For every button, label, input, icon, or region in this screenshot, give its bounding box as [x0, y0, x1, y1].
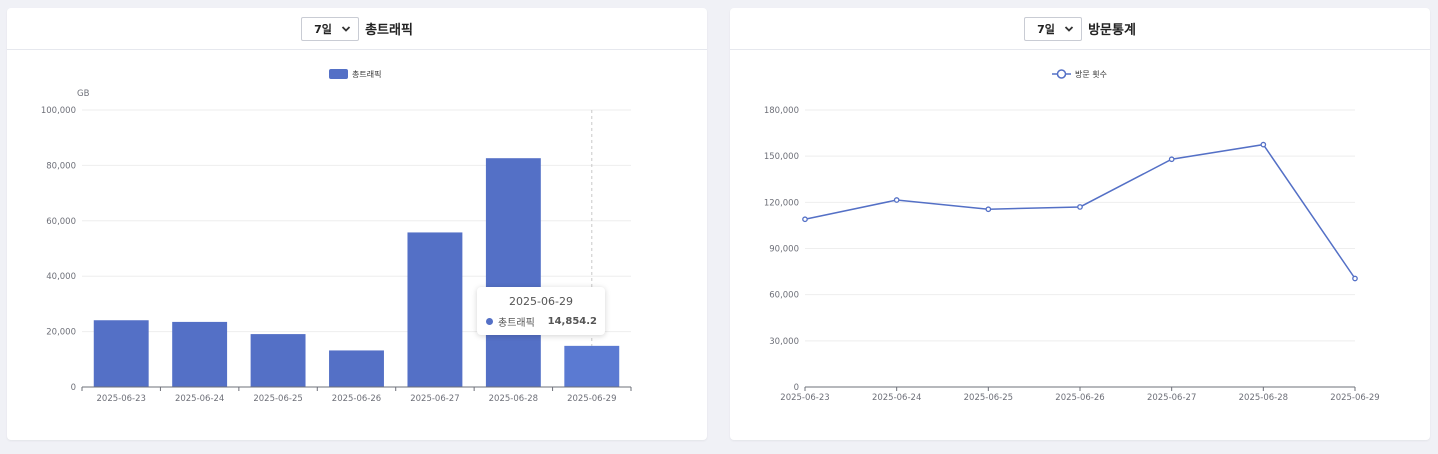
visits-line-chart: 방문 횟수 0 30,000 60,000 90,000 120,000 150,000 18…: [764, 69, 1380, 403]
y-tick-label: 0: [794, 383, 799, 393]
x-tick-label: 2025-06-29: [567, 394, 616, 404]
data-point: [1077, 204, 1083, 210]
x-tick-label: 2025-06-23: [97, 394, 146, 404]
y-tick-label: 20,000: [46, 328, 76, 338]
chevron-down-icon: [341, 25, 351, 32]
y-tick-label: 100,000: [41, 106, 76, 116]
legend-swatch: [329, 69, 348, 79]
bar: [485, 158, 541, 387]
x-tick-label: 2025-06-27: [1147, 393, 1196, 403]
visits-panel-title: 방문통계: [1088, 23, 1136, 38]
bar: [172, 321, 228, 387]
tooltip-series-marker: [486, 317, 493, 325]
y-tick-label: 90,000: [769, 245, 799, 255]
bar: [250, 334, 306, 387]
legend-marker: [1056, 69, 1067, 79]
x-tick-label: 2025-06-27: [410, 394, 459, 404]
x-tick-label: 2025-06-24: [872, 393, 921, 403]
chart-tooltip: 2025-06-29 총트래픽 14,854.2: [477, 287, 605, 335]
chevron-down-icon: [1064, 25, 1074, 32]
y-tick-label: 120,000: [764, 198, 799, 208]
x-tick-label: 2025-06-23: [780, 393, 829, 403]
y-tick-label: 30,000: [769, 337, 799, 347]
x-tick-label: 2025-06-29: [1330, 393, 1379, 403]
y-tick-label: 40,000: [46, 272, 76, 282]
y-tick-label: 180,000: [764, 106, 799, 116]
tooltip-series-name: 총트래픽: [498, 317, 535, 329]
bar: [407, 232, 463, 387]
x-tick-label: 2025-06-26: [332, 394, 381, 404]
y-tick-label: 0: [71, 383, 76, 393]
data-point: [1168, 156, 1175, 163]
x-tick-label: 2025-06-26: [1055, 393, 1104, 403]
y-axis-unit: GB: [77, 89, 90, 99]
data-point: [802, 216, 808, 223]
traffic-bar-chart: 총트래픽 GB 0 20,000 40,000 60,000 80,000 100,000 20…: [41, 69, 632, 404]
legend-label: 총트래픽: [352, 69, 381, 79]
y-tick-label: 80,000: [46, 161, 76, 171]
visits-period-value: 7일: [1037, 22, 1055, 36]
data-point: [985, 206, 992, 213]
visits-panel: 7일 방문통계 방문 횟수 0 30,000 60,000 90,000 120,000 1…: [730, 8, 1430, 440]
y-tick-label: 150,000: [764, 152, 799, 162]
traffic-panel-title: 총트래픽: [365, 23, 413, 38]
series-line: [804, 143, 1356, 279]
visits-panel-header: 7일 방문통계: [730, 8, 1430, 50]
data-point: [893, 197, 900, 203]
x-tick-label: 2025-06-28: [489, 394, 538, 404]
traffic-period-select[interactable]: 7일: [301, 16, 360, 41]
y-tick-label: 60,000: [46, 217, 76, 227]
x-tick-label: 2025-06-28: [1239, 393, 1288, 403]
tooltip-date: 2025-06-29: [509, 295, 573, 308]
traffic-panel-header: 7일 총트래픽: [7, 8, 707, 50]
tooltip-value: 14,854.2: [547, 315, 597, 327]
legend-label: 방문 횟수: [1075, 69, 1107, 79]
data-point: [1260, 141, 1267, 148]
x-tick-label: 2025-06-25: [253, 394, 302, 404]
y-tick-label: 60,000: [769, 291, 799, 301]
visits-period-select[interactable]: 7일: [1024, 16, 1083, 41]
bar: [329, 350, 384, 387]
bar: [564, 345, 620, 387]
x-tick-label: 2025-06-24: [175, 394, 224, 404]
data-point: [1352, 275, 1358, 282]
bar: [93, 320, 149, 387]
x-tick-label: 2025-06-25: [964, 393, 1013, 403]
traffic-period-value: 7일: [314, 22, 332, 36]
traffic-panel: 7일 총트래픽 총트래픽 GB 0 20,000 40,000 60,000 80,000 1…: [7, 8, 707, 440]
